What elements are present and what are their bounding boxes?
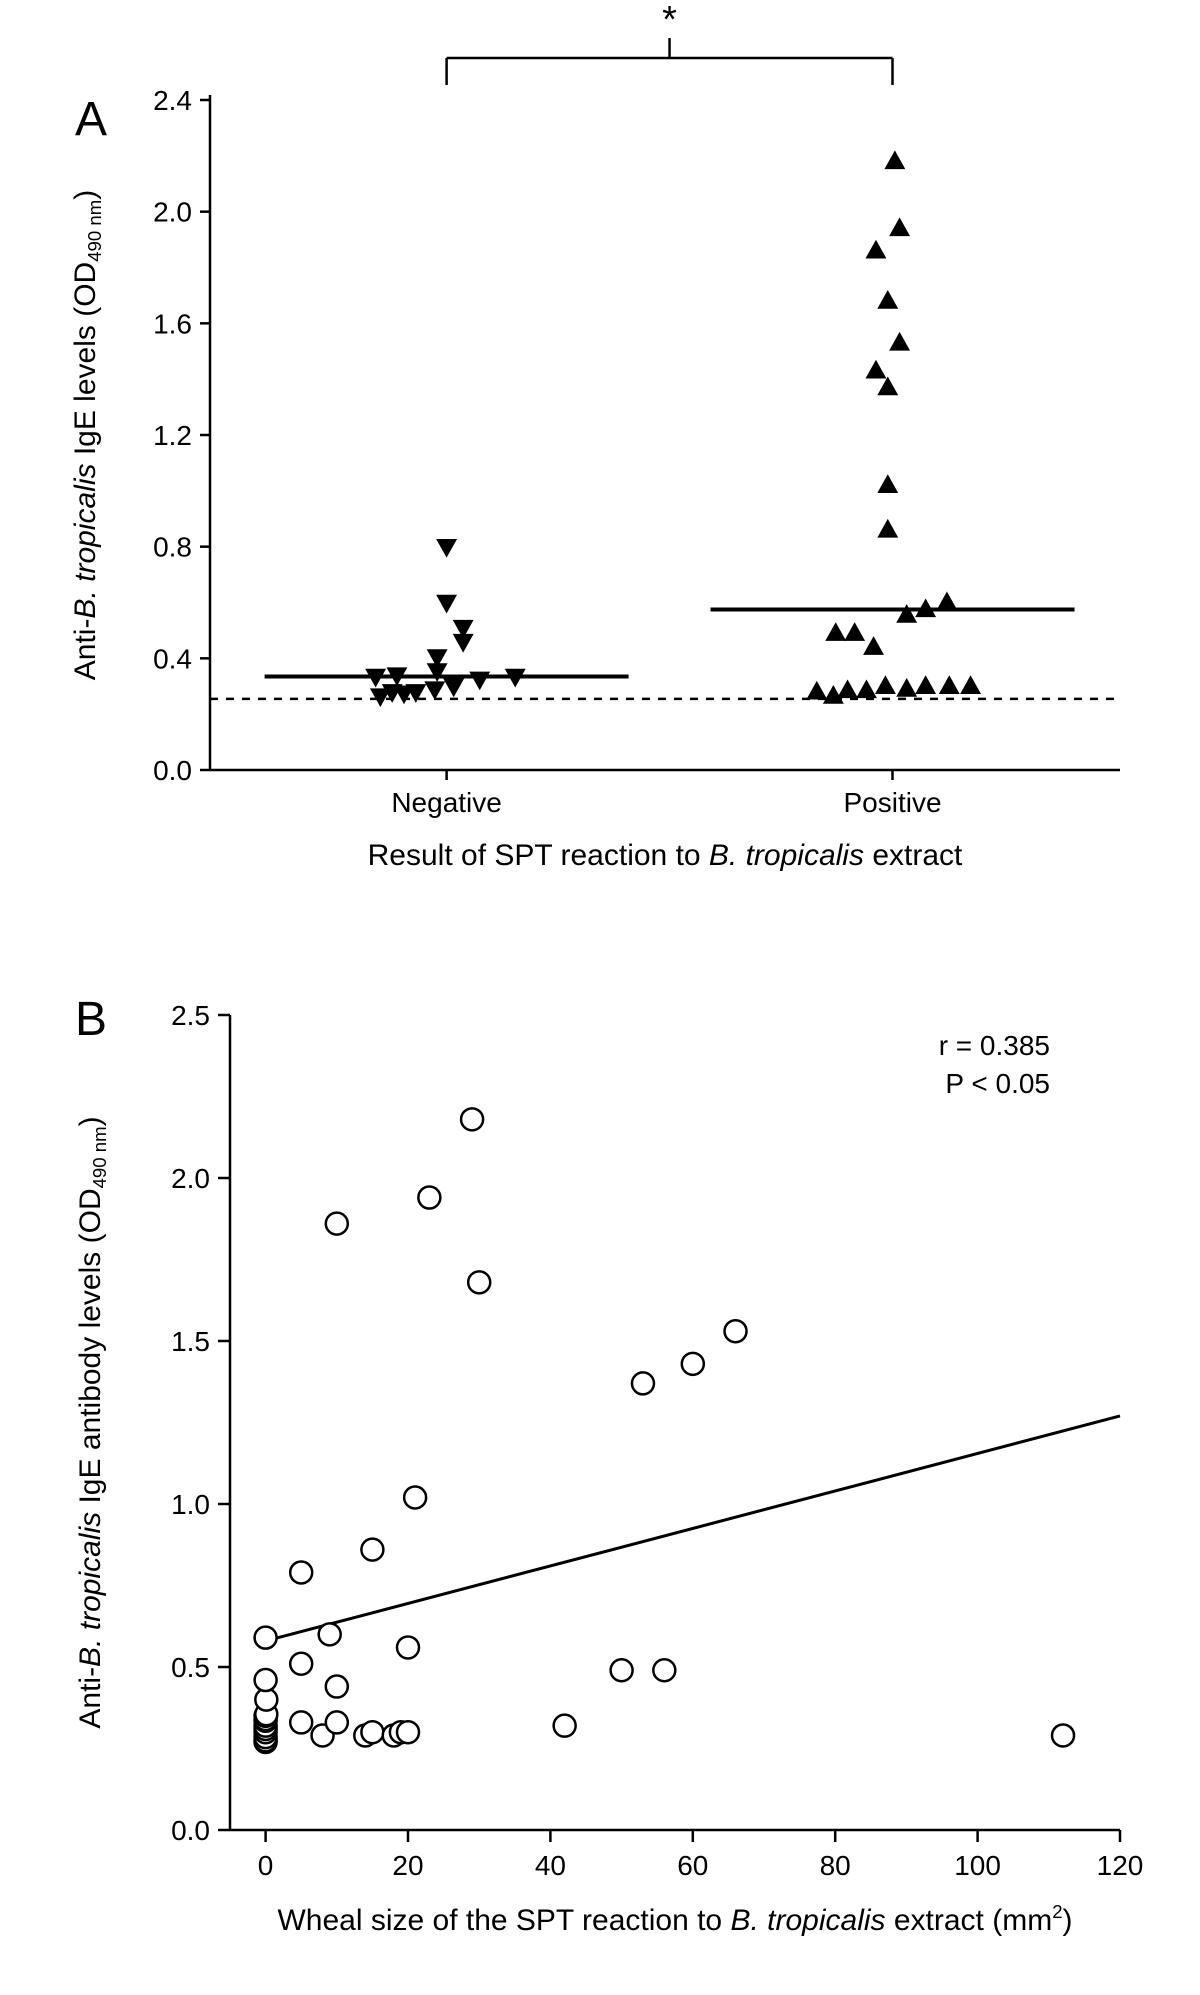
panel-a-svg: A * 0.0 0.4 0.8 1.2 1.6 2.0 2.4 Negative Positive R… <box>40 0 1160 920</box>
svg-text:0.8: 0.8 <box>153 532 192 563</box>
svg-text:A: A <box>75 93 107 146</box>
svg-text:Wheal size of the SPT reaction: Wheal size of the SPT reaction to B. tro… <box>277 1901 1072 1937</box>
svg-text:0.0: 0.0 <box>153 755 192 786</box>
panel-b-svg: B 0.0 0.5 1.0 1.5 2.0 2.5 0 20 40 60 80 100 120 r = 0.… <box>40 960 1160 1980</box>
panel-b: B 0.0 0.5 1.0 1.5 2.0 2.5 0 20 40 60 80 100 120 r = 0.… <box>40 960 1160 1980</box>
svg-text:Anti-B. tropicalis IgE levels: Anti-B. tropicalis IgE levels (OD490 nm) <box>69 190 105 681</box>
svg-text:1.6: 1.6 <box>153 308 192 339</box>
svg-text:r = 0.385: r = 0.385 <box>939 1030 1050 1061</box>
svg-text:2.5: 2.5 <box>171 1000 210 1031</box>
svg-text:*: * <box>662 0 677 41</box>
svg-text:40: 40 <box>535 1850 566 1881</box>
svg-text:60: 60 <box>677 1850 708 1881</box>
svg-text:P < 0.05: P < 0.05 <box>945 1068 1050 1099</box>
svg-text:Negative: Negative <box>391 787 502 818</box>
svg-text:2.4: 2.4 <box>153 85 192 116</box>
svg-text:0.4: 0.4 <box>153 643 192 674</box>
panel-a: A * 0.0 0.4 0.8 1.2 1.6 2.0 2.4 Negative Positive R… <box>40 0 1160 920</box>
svg-text:80: 80 <box>820 1850 851 1881</box>
svg-text:Positive: Positive <box>843 787 941 818</box>
svg-text:0.0: 0.0 <box>171 1815 210 1846</box>
svg-text:20: 20 <box>392 1850 423 1881</box>
svg-text:100: 100 <box>954 1850 1001 1881</box>
svg-text:2.0: 2.0 <box>171 1163 210 1194</box>
svg-text:0.5: 0.5 <box>171 1652 210 1683</box>
svg-text:Anti-B. tropicalis IgE antibod: Anti-B. tropicalis IgE antibody levels (… <box>74 1116 110 1728</box>
svg-text:1.2: 1.2 <box>153 420 192 451</box>
svg-text:2.0: 2.0 <box>153 197 192 228</box>
svg-text:1.5: 1.5 <box>171 1326 210 1357</box>
svg-text:0: 0 <box>258 1850 274 1881</box>
figure-page: A * 0.0 0.4 0.8 1.2 1.6 2.0 2.4 Negative Positive R… <box>0 0 1200 1995</box>
svg-text:Result of SPT reaction to B. t: Result of SPT reaction to B. tropicalis … <box>368 839 963 872</box>
svg-text:120: 120 <box>1097 1850 1144 1881</box>
svg-text:B: B <box>75 993 107 1046</box>
svg-text:1.0: 1.0 <box>171 1489 210 1520</box>
